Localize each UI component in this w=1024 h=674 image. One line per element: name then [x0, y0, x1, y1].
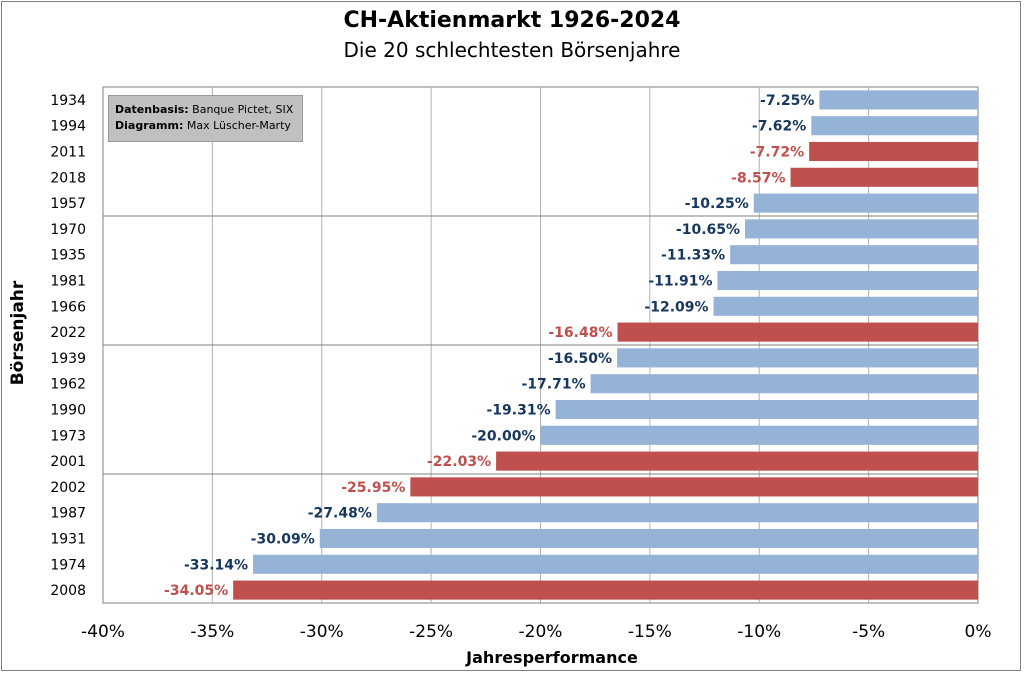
bar [253, 554, 978, 574]
bar [753, 193, 978, 213]
source-line-diagram: Diagramm: Max Lüscher-Marty [115, 118, 296, 134]
data-label: -20.00% [471, 428, 535, 444]
x-tick-label: -10% [737, 622, 781, 642]
bar [233, 580, 978, 600]
y-tick-label: 1970 [50, 222, 86, 238]
data-label: -19.31% [486, 403, 550, 419]
data-label: -33.14% [184, 557, 248, 573]
y-tick-label: 1987 [50, 506, 86, 522]
bar [745, 219, 978, 239]
data-label: -7.62% [752, 119, 806, 135]
y-tick-label: 1962 [50, 377, 86, 393]
data-label: -17.71% [521, 377, 585, 393]
data-label: -27.48% [308, 506, 372, 522]
y-tick-label: 1934 [50, 93, 86, 109]
data-label: -10.25% [685, 196, 749, 212]
source-label-data: Datenbasis: [115, 103, 189, 116]
data-label: -30.09% [251, 532, 315, 548]
source-box: Datenbasis: Banque Pictet, SIX Diagramm:… [108, 95, 303, 142]
bar [617, 348, 978, 368]
y-tick-label: 1973 [50, 428, 86, 444]
bar [410, 477, 978, 497]
y-tick-label: 2008 [50, 583, 86, 599]
data-label: -16.48% [548, 325, 612, 341]
data-label: -25.95% [341, 480, 405, 496]
x-tick-label: -20% [519, 622, 563, 642]
x-tick-label: 0% [965, 622, 992, 642]
data-label: -12.09% [644, 299, 708, 315]
bar [713, 296, 978, 316]
bar [790, 167, 978, 187]
bar [376, 503, 978, 523]
data-label: -11.33% [661, 248, 725, 264]
data-label: -11.91% [648, 274, 712, 290]
bar [617, 322, 978, 342]
y-tick-label: 2018 [50, 170, 86, 186]
y-tick-label: 1974 [50, 557, 86, 573]
y-tick-label: 1981 [50, 274, 86, 290]
source-line-data: Datenbasis: Banque Pictet, SIX [115, 102, 296, 118]
y-tick-label: 2011 [50, 145, 86, 161]
source-text-diagram: Max Lüscher-Marty [186, 119, 291, 132]
x-tick-label: -25% [409, 622, 453, 642]
x-tick-label: -15% [628, 622, 672, 642]
bar [809, 141, 978, 162]
bar [730, 245, 978, 265]
data-label: -7.25% [760, 93, 814, 109]
y-tick-label: 1994 [50, 119, 86, 135]
data-label: -7.72% [750, 145, 804, 161]
y-tick-label: 1931 [50, 532, 86, 548]
data-label: -34.05% [164, 583, 228, 599]
bar [319, 528, 978, 549]
source-label-diagram: Diagramm: [115, 119, 184, 132]
data-label: -16.50% [548, 351, 612, 367]
y-tick-label: 1966 [50, 299, 86, 315]
y-tick-label: 2001 [50, 454, 86, 470]
data-label: -8.57% [731, 170, 785, 186]
y-tick-label: 2002 [50, 480, 86, 496]
bar [496, 451, 978, 471]
y-tick-label: 1957 [50, 196, 86, 212]
bar [540, 425, 978, 445]
x-tick-label: -40% [81, 622, 125, 642]
x-tick-label: -5% [852, 622, 885, 642]
y-tick-label: 1935 [50, 248, 86, 264]
bar [555, 399, 978, 420]
data-label: -22.03% [427, 454, 491, 470]
x-axis-label: Jahresperformance [466, 648, 638, 667]
data-label: -10.65% [676, 222, 740, 238]
x-tick-label: -30% [300, 622, 344, 642]
bar [819, 90, 978, 110]
chart-subtitle: Die 20 schlechtesten Börsenjahre [343, 38, 681, 62]
source-text-data: Banque Pictet, SIX [192, 103, 294, 116]
bar [590, 374, 978, 394]
bar [811, 116, 978, 136]
y-tick-label: 1939 [50, 351, 86, 367]
y-tick-label: 1990 [50, 403, 86, 419]
bar [717, 270, 978, 291]
y-tick-label: 2022 [50, 325, 86, 341]
x-tick-label: -35% [190, 622, 234, 642]
chart-title: CH-Aktienmarkt 1926-2024 [343, 8, 681, 33]
